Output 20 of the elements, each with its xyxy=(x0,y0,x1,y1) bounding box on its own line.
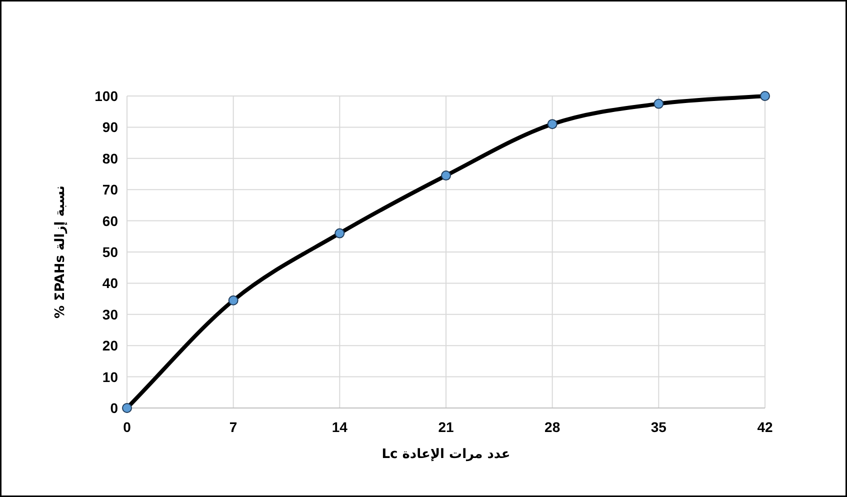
y-tick-label: 70 xyxy=(102,182,118,198)
y-tick-label: 30 xyxy=(102,306,118,322)
y-tick-label: 60 xyxy=(102,212,118,229)
x-axis-title: عدد مرات الإعادة Lc xyxy=(382,447,510,462)
y-axis-title: نسبة إزالة ΣPAHs % xyxy=(53,186,68,318)
y-tick-label: 40 xyxy=(102,275,118,292)
y-tick-label: 50 xyxy=(102,244,118,260)
y-tick-label: 10 xyxy=(102,368,118,385)
y-tick-label: 0 xyxy=(110,400,118,416)
x-tick-label: 35 xyxy=(650,419,667,435)
x-tick-label: 42 xyxy=(757,419,773,435)
x-tick-label: 0 xyxy=(123,419,132,435)
x-tick-label: 28 xyxy=(544,419,560,435)
y-tick-label: 80 xyxy=(102,150,118,166)
x-tick-label: 7 xyxy=(229,419,238,435)
y-tick-label: 90 xyxy=(102,119,118,136)
x-tick-label: 14 xyxy=(332,419,348,435)
y-tick-label: 20 xyxy=(102,338,118,354)
x-tick-label: 21 xyxy=(438,419,454,435)
y-tick-label: 100 xyxy=(94,88,118,104)
